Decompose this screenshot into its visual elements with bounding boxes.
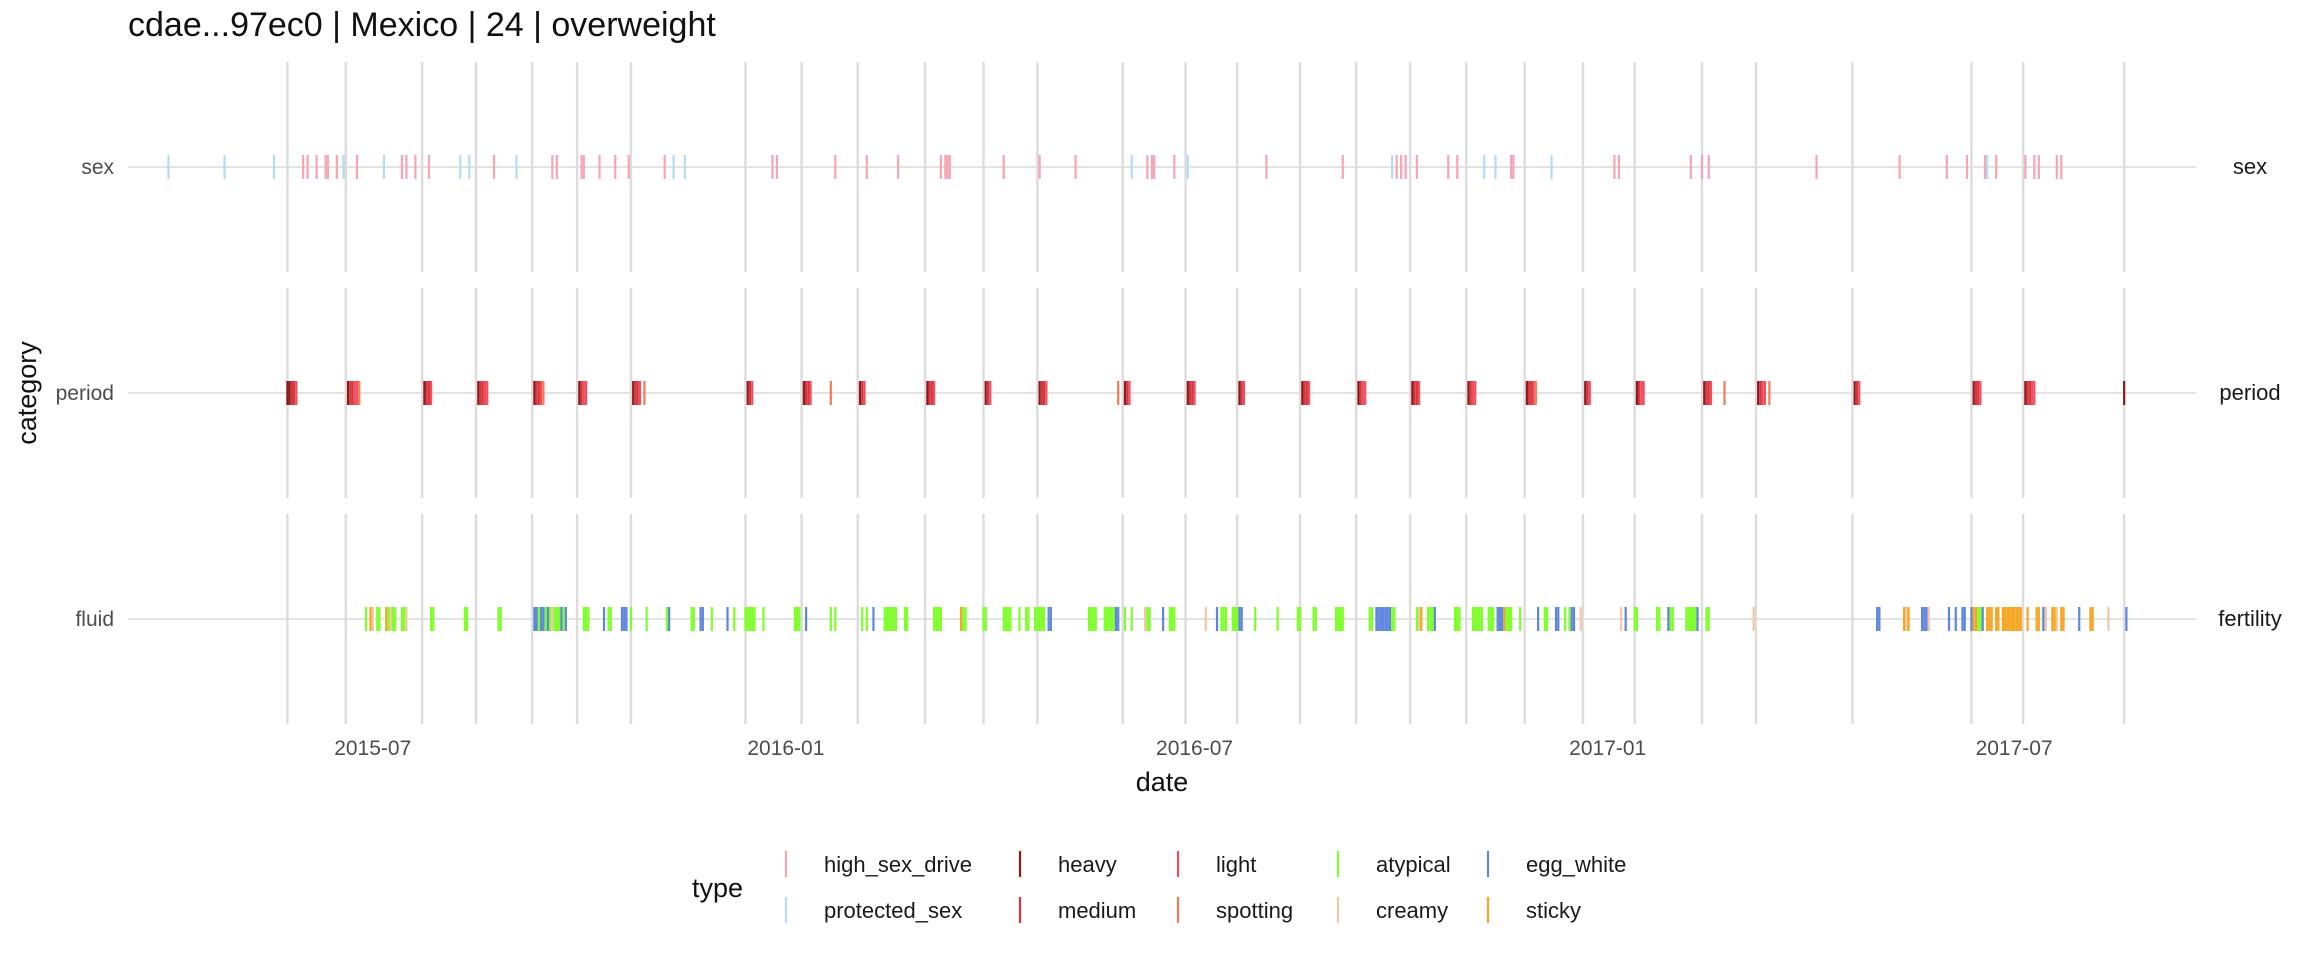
legend-label: sticky — [1526, 898, 1581, 923]
chart-title: cdae...97ec0 | Mexico | 24 | overweight — [128, 6, 716, 44]
y-tick-label: fluid — [75, 608, 114, 631]
x-tick-label: 2017-01 — [1569, 737, 1646, 760]
labels-layer: sex sex period period fluid fertility 2015-07 2… — [12, 154, 2282, 797]
legend-item: heavy — [1018, 851, 1117, 877]
x-tick-label: 2015-07 — [334, 737, 411, 760]
legend-item: spotting — [1176, 897, 1293, 923]
legend-label: light — [1216, 852, 1256, 877]
x-tick-label: 2016-07 — [1156, 737, 1233, 760]
y-tick-label: period — [56, 382, 114, 405]
facet-strip-label: sex — [2233, 154, 2267, 179]
legend-item: light — [1176, 851, 1256, 877]
legend-item: egg_white — [1486, 851, 1626, 877]
legend-label: egg_white — [1526, 852, 1626, 877]
grid-layer — [128, 62, 2196, 724]
legend: type high_sex_drive protected_sex heavy medi… — [692, 851, 1626, 923]
legend-item: medium — [1018, 897, 1136, 923]
legend-label: spotting — [1216, 898, 1293, 923]
legend-label: creamy — [1376, 898, 1448, 923]
legend-item: sticky — [1486, 897, 1581, 923]
legend-item: creamy — [1336, 897, 1448, 923]
x-tick-label: 2017-07 — [1976, 737, 2053, 760]
legend-label: protected_sex — [824, 898, 962, 923]
legend-item: atypical — [1336, 851, 1451, 877]
facet-strip-label: period — [2219, 380, 2280, 405]
legend-title: type — [692, 873, 743, 903]
legend-item: high_sex_drive — [784, 851, 972, 877]
y-axis-title: category — [12, 341, 42, 445]
y-tick-label: sex — [81, 156, 114, 179]
legend-item: protected_sex — [784, 897, 962, 923]
x-axis-title: date — [1136, 767, 1189, 797]
x-tick-label: 2016-01 — [747, 737, 824, 760]
legend-label: medium — [1058, 898, 1136, 923]
legend-label: heavy — [1058, 852, 1117, 877]
legend-label: high_sex_drive — [824, 852, 972, 877]
marks-layer — [167, 155, 2128, 631]
legend-label: atypical — [1376, 852, 1451, 877]
facet-strip-label: fertility — [2218, 606, 2282, 631]
